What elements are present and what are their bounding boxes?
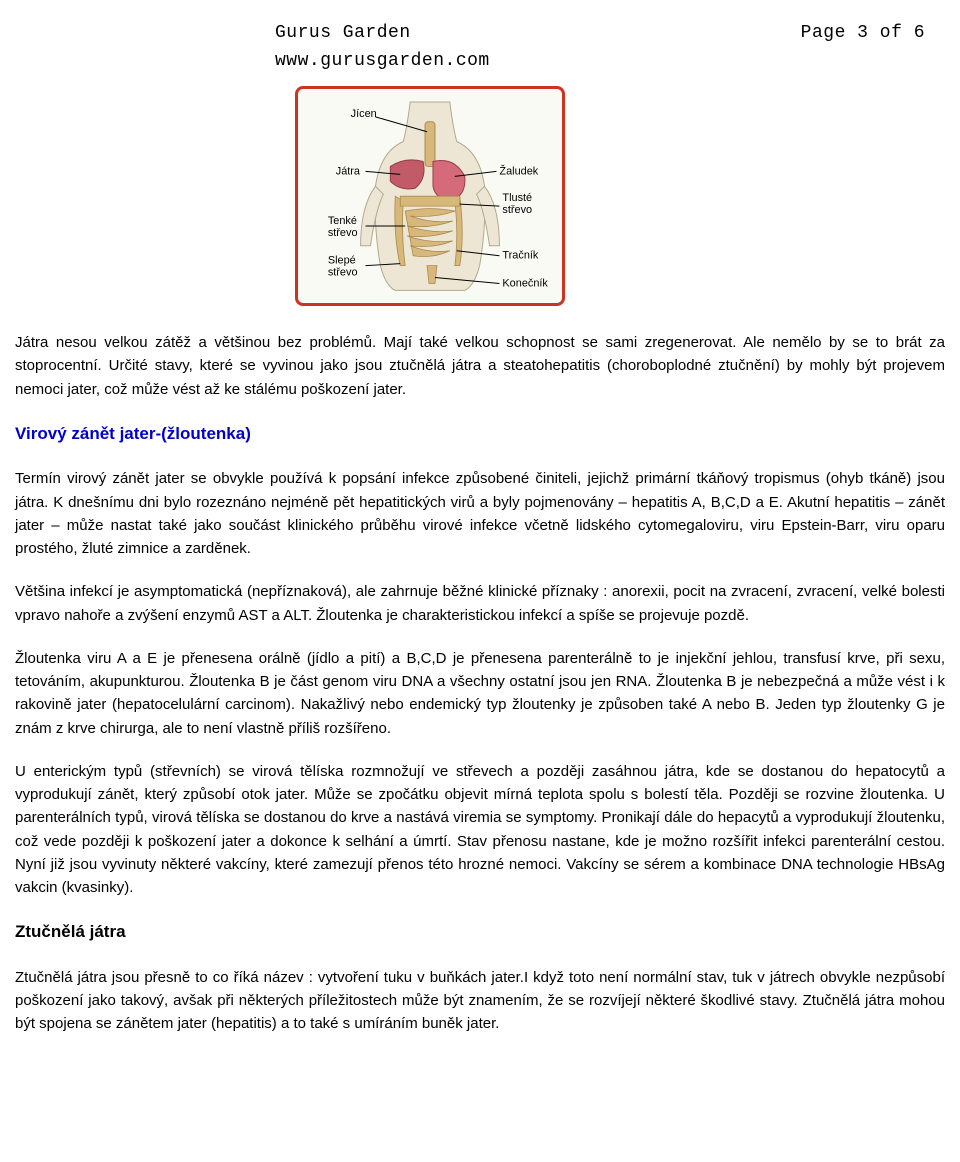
header-left: Gurus Garden www.gurusgarden.com xyxy=(275,20,490,76)
site-name: Gurus Garden xyxy=(275,20,490,48)
label-liver: Játra xyxy=(336,165,361,177)
label-small-intestine-2: střevo xyxy=(328,227,358,239)
heading-viral-hepatitis: Virový zánět jater-(žloutenka) xyxy=(15,421,945,447)
anatomy-diagram-container: Jícen Játra Tenké střevo Slepé střevo Ža… xyxy=(295,86,945,306)
paragraph-5: U enterickým typů (střevních) se virová … xyxy=(15,760,945,900)
label-large-intestine-2: střevo xyxy=(502,204,532,216)
paragraph-2: Termín virový zánět jater se obvykle pou… xyxy=(15,467,945,560)
heading-fatty-liver: Ztučnělá játra xyxy=(15,919,945,945)
site-url: www.gurusgarden.com xyxy=(275,48,490,76)
label-colon: Tračník xyxy=(502,249,539,261)
paragraph-intro: Játra nesou velkou zátěž a většinou bez … xyxy=(15,331,945,401)
label-rectum: Konečník xyxy=(502,277,548,289)
label-small-intestine-1: Tenké xyxy=(328,215,357,227)
page-header: Gurus Garden www.gurusgarden.com Page 3 … xyxy=(15,20,945,76)
paragraph-3: Většina infekcí je asymptomatická (nepří… xyxy=(15,580,945,627)
anatomy-diagram: Jícen Játra Tenké střevo Slepé střevo Ža… xyxy=(306,97,554,295)
paragraph-4: Žloutenka viru A a E je přenesena orálně… xyxy=(15,647,945,740)
anatomy-diagram-frame: Jícen Játra Tenké střevo Slepé střevo Ža… xyxy=(295,86,565,306)
label-large-intestine-1: Tlusté xyxy=(502,192,532,204)
paragraph-6: Ztučnělá játra jsou přesně to co říká ná… xyxy=(15,966,945,1036)
page-number: Page 3 of 6 xyxy=(801,20,925,76)
label-esophagus: Jícen xyxy=(351,108,377,120)
label-cecum-1: Slepé xyxy=(328,254,356,266)
label-stomach: Žaludek xyxy=(499,164,538,177)
label-cecum-2: střevo xyxy=(328,266,358,278)
